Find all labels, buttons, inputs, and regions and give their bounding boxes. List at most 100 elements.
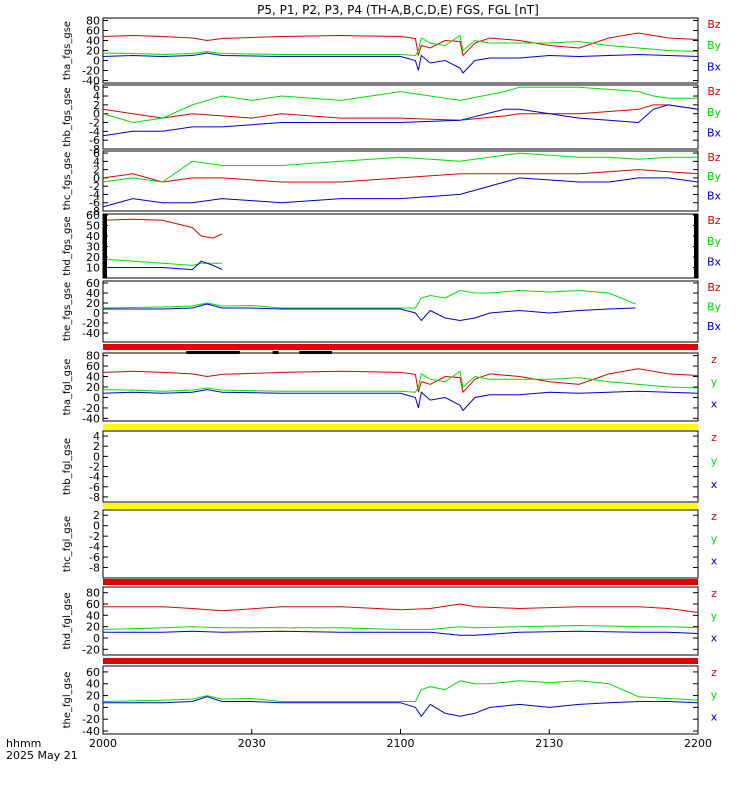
series-line-z [103, 603, 698, 613]
panel-frame [102, 586, 699, 656]
y-tick-label: -6 [89, 551, 100, 564]
legend-y: y [711, 609, 718, 622]
legend-by: By [707, 39, 722, 52]
x-tick-label: 2100 [387, 737, 415, 750]
x-tick-label: 2000 [89, 737, 117, 750]
legend-x: x [711, 632, 718, 645]
status-bar [103, 579, 698, 585]
y-tick-label: -40 [82, 725, 100, 738]
y-axis-label: thc_fgs_gse [62, 152, 73, 211]
status-bar-fill [103, 344, 698, 350]
series-line-bz [103, 169, 698, 183]
y-axis-label: thb_fgl_gse [62, 438, 73, 495]
time-axis: 2000 2030 2100 2130 2200 [89, 729, 712, 750]
panel-frame [102, 150, 699, 212]
status-bar [103, 658, 698, 664]
legend-bx: Bx [707, 127, 722, 140]
legend-z: z [711, 510, 717, 523]
y-tick-label: -20 [82, 713, 100, 726]
legend-z: z [711, 666, 717, 679]
legend-bx: Bx [707, 60, 722, 73]
x-tick-label: 2130 [535, 737, 563, 750]
figure-title: P5, P1, P2, P3, P4 (TH-A,B,C,D,E) FGS, F… [257, 3, 539, 17]
y-tick-label: 40 [86, 678, 100, 691]
legend-bz: Bz [707, 214, 721, 227]
series-line-y [103, 680, 698, 702]
y-tick-label: -20 [82, 317, 100, 330]
legend-bx: Bx [707, 320, 722, 333]
footer-date: 2025 May 21 [6, 749, 78, 762]
y-tick-label: 20 [86, 45, 100, 58]
y-tick-label: -2 [89, 180, 100, 193]
y-tick-label: -40 [82, 75, 100, 88]
y-tick-label: 0 [93, 520, 100, 533]
status-bar-fill [103, 658, 698, 664]
y-tick-label: 40 [86, 609, 100, 622]
legend-x: x [711, 711, 718, 724]
legend-bz: Bz [707, 151, 721, 164]
y-tick-label: -20 [82, 643, 100, 656]
series-line-bx [103, 177, 698, 208]
y-tick-label: 60 [86, 666, 100, 679]
legend-y: y [711, 375, 718, 388]
y-tick-label: 2 [93, 99, 100, 112]
y-tick-label: 80 [86, 350, 100, 363]
y-tick-label: 60 [86, 25, 100, 38]
y-tick-label: -4 [89, 471, 100, 484]
y-axis-label: thd_fgl_gse [62, 593, 73, 650]
series-line-x [103, 630, 698, 636]
legend-bz: Bz [707, 281, 721, 294]
panel-frame [102, 84, 699, 150]
panel-frame [102, 509, 699, 579]
legend-bz: Bz [707, 18, 721, 31]
status-bar-segment [186, 351, 240, 354]
legend-x: x [711, 478, 718, 491]
y-tick-label: -8 [89, 143, 100, 156]
legend-bx: Bx [707, 189, 722, 202]
panel-frame [102, 17, 699, 84]
series-line-x [103, 696, 698, 718]
y-tick-label: 0 [93, 55, 100, 68]
panel-frame [102, 430, 699, 503]
status-bar-fill [103, 579, 698, 585]
y-tick-label: 2 [93, 164, 100, 177]
y-tick-label: 60 [86, 598, 100, 611]
legend-x: x [711, 398, 718, 411]
legend-bz: Bz [707, 85, 721, 98]
y-tick-label: -4 [89, 541, 100, 554]
y-tick-label: 10 [86, 262, 100, 275]
series-line-bz [103, 32, 698, 57]
y-tick-label: 4 [93, 430, 100, 443]
series-line-bx [103, 260, 223, 271]
y-tick-label: 20 [86, 381, 100, 394]
y-tick-label: -2 [89, 117, 100, 130]
legend-by: By [707, 235, 722, 248]
y-axis-label: thc_fgl_gse [62, 516, 73, 572]
y-axis-label: tha_fgl_gse [62, 359, 73, 416]
y-axis-label: the_fgs_gse [62, 282, 73, 341]
status-bar [103, 424, 698, 430]
y-tick-label: 40 [86, 35, 100, 48]
series-line-by [103, 34, 698, 57]
y-tick-label: -8 [89, 562, 100, 575]
panel-frame [102, 280, 699, 343]
legend-z: z [711, 353, 717, 366]
legend-by: By [707, 301, 722, 314]
y-tick-label: -20 [82, 65, 100, 78]
panel-8: 20-2-4-6-8 thc_fgl_gse zyx [62, 509, 718, 579]
y-tick-label: -6 [89, 134, 100, 147]
y-axis-label: thd_fgs_gse [62, 216, 73, 275]
y-tick-label: 20 [86, 621, 100, 634]
series-line-y [103, 370, 698, 393]
legend-by: By [707, 170, 722, 183]
panel-frame [102, 352, 699, 422]
